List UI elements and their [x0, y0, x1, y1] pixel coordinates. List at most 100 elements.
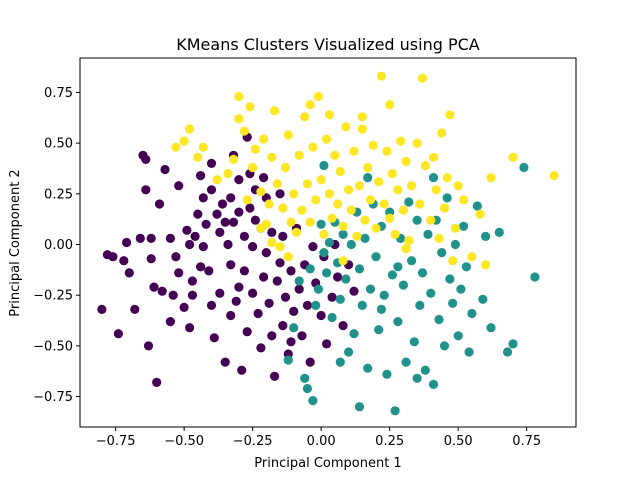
scatter-point	[374, 177, 384, 187]
scatter-point	[478, 294, 488, 304]
scatter-point	[360, 215, 370, 225]
scatter-point	[280, 292, 291, 302]
scatter-point	[190, 231, 200, 241]
scatter-point	[305, 217, 315, 227]
y-tick-label: −0.50	[33, 339, 73, 354]
scatter-point	[275, 189, 285, 199]
scatter-point	[448, 298, 458, 308]
scatter-point	[228, 154, 239, 164]
scatter-point	[212, 209, 222, 219]
scatter-point	[426, 288, 436, 298]
scatter-point	[357, 124, 367, 134]
scatter-point	[363, 363, 373, 373]
scatter-point	[459, 195, 469, 205]
x-tick-label: 0.50	[444, 434, 473, 449]
scatter-point	[198, 242, 208, 252]
scatter-point	[437, 128, 447, 138]
scatter-point	[185, 323, 195, 333]
scatter-point	[434, 314, 444, 325]
scatter-point	[401, 156, 411, 166]
scatter-point	[412, 215, 422, 225]
scatter-point	[204, 266, 214, 276]
scatter-point	[308, 142, 318, 152]
y-tick-label: 0.50	[44, 137, 73, 152]
scatter-point	[412, 373, 422, 383]
scatter-point	[467, 308, 477, 319]
scatter-point	[363, 162, 373, 173]
scatter-point	[261, 248, 271, 258]
scatter-point	[215, 227, 225, 237]
scatter-point	[245, 203, 255, 213]
scatter-point	[278, 231, 288, 241]
scatter-point	[226, 260, 236, 270]
scatter-point	[374, 325, 384, 335]
scatter-point	[319, 229, 329, 239]
scatter-point	[349, 146, 359, 156]
scatter-point	[264, 199, 274, 209]
scatter-point	[393, 317, 403, 327]
scatter-point	[234, 91, 244, 102]
scatter-point	[313, 284, 323, 294]
scatter-point	[335, 166, 345, 177]
scatter-point	[149, 282, 159, 292]
scatter-point	[97, 304, 107, 314]
scatter-point	[333, 272, 343, 282]
scatter-point	[530, 272, 540, 282]
scatter-point	[382, 146, 392, 156]
scatter-point	[226, 310, 236, 321]
scatter-point	[354, 264, 365, 274]
scatter-point	[404, 235, 414, 246]
points-layer	[97, 71, 559, 416]
scatter-point	[228, 217, 239, 227]
scatter-point	[322, 134, 332, 144]
scatter-point	[437, 248, 447, 258]
scatter-point	[371, 252, 381, 262]
ticks-layer: −0.75 −0.50 −0.25 0.00 0.25 0.50 0.75 −0.75 −0.5…	[33, 86, 541, 449]
scatter-point	[445, 274, 455, 284]
scatter-point	[327, 213, 337, 223]
scatter-point	[289, 189, 299, 199]
scatter-point	[459, 221, 469, 231]
scatter-point	[346, 205, 356, 215]
scatter-point	[119, 256, 129, 266]
y-tick-label: 0.25	[44, 187, 73, 202]
scatter-point	[242, 195, 252, 205]
scatter-point	[549, 171, 559, 181]
scatter-point	[215, 288, 225, 298]
scatter-point	[379, 199, 389, 209]
scatter-point	[193, 152, 203, 162]
scatter-point	[481, 231, 491, 241]
scatter-point	[338, 221, 348, 231]
scatter-point	[267, 237, 277, 248]
y-tick-label: −0.75	[33, 390, 73, 405]
scatter-point	[363, 173, 373, 183]
scatter-point	[239, 266, 249, 276]
scatter-point	[239, 231, 249, 241]
scatter-point	[475, 209, 485, 219]
scatter-point	[171, 252, 181, 262]
scatter-point	[371, 223, 381, 233]
scatter-point	[256, 343, 266, 353]
scatter-point	[259, 272, 269, 282]
scatter-point	[305, 264, 315, 274]
scatter-point	[237, 365, 247, 375]
scatter-point	[302, 383, 312, 394]
scatter-point	[234, 114, 244, 124]
scatter-point	[171, 142, 181, 152]
scatter-point	[302, 179, 312, 189]
scatter-point	[174, 268, 184, 278]
scatter-point	[294, 284, 304, 294]
scatter-point	[357, 112, 367, 122]
scatter-point	[280, 162, 291, 173]
chart-title: KMeans Clusters Visualized using PCA	[176, 35, 480, 54]
scatter-point	[198, 142, 208, 152]
scatter-point	[259, 173, 269, 183]
scatter-point	[256, 223, 266, 233]
scatter-point	[311, 300, 321, 310]
scatter-point	[508, 152, 518, 162]
scatter-point	[508, 339, 518, 349]
scatter-point	[376, 71, 386, 81]
scatter-point	[248, 162, 258, 173]
scatter-point	[426, 215, 436, 225]
